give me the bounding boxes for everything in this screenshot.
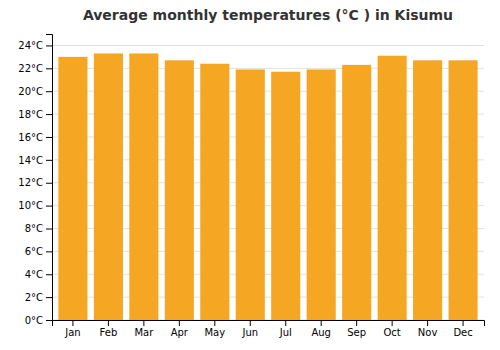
y-tick: 6°C xyxy=(25,246,52,257)
bar xyxy=(342,65,371,320)
x-tick: Aug xyxy=(311,320,331,338)
x-tick-mark xyxy=(463,320,464,326)
y-tick-label: 14°C xyxy=(18,155,43,166)
y-tick: 2°C xyxy=(25,292,52,303)
y-tick-mark xyxy=(46,274,52,275)
y-tick-mark xyxy=(46,137,52,138)
y-tick: 0°C xyxy=(25,315,52,326)
x-tick: Dec xyxy=(453,320,472,338)
x-tick-label: Sep xyxy=(347,327,366,338)
x-tick-label: Jan xyxy=(64,327,80,338)
y-tick-mark xyxy=(46,160,52,161)
x-tick-label: May xyxy=(204,327,225,338)
bar xyxy=(129,53,158,320)
y-tick-label: 2°C xyxy=(25,292,43,303)
y-axis-line xyxy=(46,35,53,321)
y-tick: 12°C xyxy=(18,177,52,188)
y-tick-label: 8°C xyxy=(25,223,43,234)
y-tick: 10°C xyxy=(18,200,52,211)
x-tick: Jun xyxy=(241,320,258,338)
y-tick-mark xyxy=(46,251,52,252)
y-tick-mark xyxy=(46,228,52,229)
x-tick: Nov xyxy=(418,320,438,338)
grid xyxy=(52,45,484,320)
x-axis-line xyxy=(53,321,485,327)
x-tick-mark xyxy=(179,320,180,326)
bar xyxy=(449,60,478,320)
x-tick: Jul xyxy=(279,320,292,338)
y-tick: 14°C xyxy=(18,155,52,166)
grid-line xyxy=(52,45,484,46)
bars xyxy=(58,53,477,320)
x-axis: Jan Feb Mar Apr May Jun Jul Aug Sep Oct Nov Dec xyxy=(53,320,485,338)
x-tick-label: Feb xyxy=(100,327,118,338)
y-tick-label: 20°C xyxy=(18,86,43,97)
y-tick-mark xyxy=(46,183,52,184)
y-tick-label: 18°C xyxy=(18,109,43,120)
x-tick-label: Dec xyxy=(453,327,472,338)
x-tick: Mar xyxy=(134,320,154,338)
y-tick-mark xyxy=(46,320,52,321)
x-tick-label: Jul xyxy=(279,327,292,338)
x-tick-mark xyxy=(321,320,322,326)
x-tick: Jan xyxy=(64,320,80,338)
y-tick-label: 24°C xyxy=(18,40,43,51)
y-tick: 8°C xyxy=(25,223,52,234)
x-tick: Apr xyxy=(171,320,189,338)
bar xyxy=(236,69,265,320)
y-tick: 16°C xyxy=(18,132,52,143)
x-tick-mark xyxy=(108,320,109,326)
y-tick-label: 4°C xyxy=(25,269,43,280)
chart-svg: Jan Feb Mar Apr May Jun Jul Aug Sep Oct Nov Dec 0°C 2… xyxy=(0,0,500,350)
bar xyxy=(165,60,194,320)
plot-area: Jan Feb Mar Apr May Jun Jul Aug Sep Oct Nov Dec 0°C 2… xyxy=(18,35,484,339)
y-tick-mark xyxy=(46,45,52,46)
x-tick-mark xyxy=(250,320,251,326)
y-tick-mark xyxy=(46,206,52,207)
y-tick: 22°C xyxy=(18,63,52,74)
x-tick-mark xyxy=(72,320,73,326)
y-tick: 24°C xyxy=(18,40,52,51)
x-tick-mark xyxy=(214,320,215,326)
y-tick-mark xyxy=(46,68,52,69)
x-tick: Sep xyxy=(347,320,366,338)
x-tick: Feb xyxy=(100,320,118,338)
x-tick-mark xyxy=(143,320,144,326)
x-tick-mark xyxy=(392,320,393,326)
x-tick-label: Jun xyxy=(241,327,258,338)
y-tick-mark xyxy=(46,91,52,92)
y-tick-label: 12°C xyxy=(18,177,43,188)
x-tick-mark xyxy=(427,320,428,326)
x-tick: Oct xyxy=(383,320,400,338)
chart-container: Jan Feb Mar Apr May Jun Jul Aug Sep Oct Nov Dec 0°C 2… xyxy=(0,0,500,350)
y-tick: 18°C xyxy=(18,109,52,120)
bar xyxy=(413,60,442,320)
y-tick: 20°C xyxy=(18,86,52,97)
x-tick-mark xyxy=(356,320,357,326)
x-tick-mark xyxy=(285,320,286,326)
x-tick-label: Aug xyxy=(311,327,331,338)
title: Average monthly temperatures (°C ) in Ki… xyxy=(83,7,453,23)
y-tick-label: 16°C xyxy=(18,132,43,143)
x-tick-label: Nov xyxy=(418,327,438,338)
y-tick-label: 0°C xyxy=(25,315,43,326)
bar xyxy=(58,57,87,320)
y-tick-mark xyxy=(46,114,52,115)
bar xyxy=(378,56,407,320)
x-tick: May xyxy=(204,320,225,338)
y-axis: 0°C 2°C 4°C 6°C 8°C 10°C 12°C 14°C 16°C 18°C 20°C 2… xyxy=(18,35,52,326)
y-tick-label: 6°C xyxy=(25,246,43,257)
y-tick-label: 22°C xyxy=(18,63,43,74)
bar xyxy=(200,64,229,320)
y-tick-label: 10°C xyxy=(18,200,43,211)
bar xyxy=(271,72,300,320)
bar xyxy=(307,69,336,320)
bar xyxy=(94,53,123,320)
y-tick: 4°C xyxy=(25,269,52,280)
x-tick-label: Mar xyxy=(134,327,154,338)
y-tick-mark xyxy=(46,297,52,298)
x-tick-label: Oct xyxy=(383,327,400,338)
x-tick-label: Apr xyxy=(171,327,189,338)
